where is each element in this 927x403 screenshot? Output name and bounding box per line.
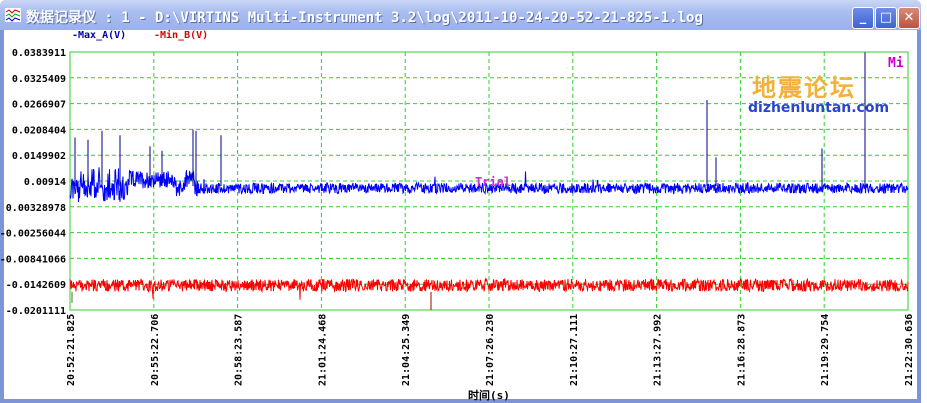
x-tick-label: 20:58:23.587 [234, 314, 245, 386]
x-tick-label: 21:01:24.468 [317, 314, 328, 386]
legend-max-a[interactable]: -Max_A(V) [72, 30, 127, 41]
y-tick-label: 0.00328978 [6, 203, 66, 214]
x-tick-label: 21:10:27.111 [569, 314, 580, 386]
series-min-b-line [69, 277, 909, 300]
x-tick-label: 21:13:27.992 [653, 314, 664, 386]
minimize-button[interactable]: _ [852, 7, 874, 29]
y-tick-label: 0.0383911 [12, 48, 66, 59]
app-icon [5, 8, 21, 22]
y-tick-label: -0.00256044 [0, 229, 66, 240]
y-tick-label: 0.00914 [24, 177, 66, 188]
title-bar[interactable]: 数据记录仪 : 1 - D:\VIRTINS Multi-Instrument … [0, 0, 921, 30]
y-tick-label: 0.0208404 [12, 125, 66, 136]
x-tick-label: 21:22:30.636 [904, 314, 915, 386]
watermark-url: dizhenluntan.com [748, 100, 890, 116]
legend-min-b[interactable]: -Min_B(V) [154, 30, 209, 41]
y-tick-label: -0.00841066 [0, 254, 66, 265]
y-tick-label: 0.0325409 [12, 74, 66, 85]
trial-badge: Trial [475, 175, 511, 189]
x-tick-label: 21:19:29.754 [820, 314, 831, 386]
watermark-logo: 地震论坛 [752, 73, 856, 102]
y-tick-label: 0.0266907 [12, 100, 66, 111]
window-title: 数据记录仪 : 1 - D:\VIRTINS Multi-Instrument … [26, 10, 703, 26]
mi-badge: Mi [888, 56, 904, 71]
close-button[interactable]: ✕ [898, 7, 920, 29]
y-tick-label: 0.0149902 [12, 151, 66, 162]
x-tick-label: 21:16:28.873 [736, 314, 747, 386]
series-max-a-line [69, 167, 909, 203]
x-axis-label: 时间(s) [468, 388, 510, 402]
y-tick-label: -0.0142609 [6, 280, 66, 291]
x-tick-label: 21:04:25.349 [401, 314, 412, 386]
maximize-button[interactable]: □ [875, 7, 897, 29]
chart-area: -Max_A(V) -Min_B(V) [4, 30, 917, 399]
x-tick-label: 20:52:21.825 [66, 314, 77, 386]
x-tick-label: 21:07:26.230 [485, 314, 496, 386]
y-tick-label: -0.0201111 [6, 306, 66, 317]
x-tick-label: 20:55:22.706 [150, 314, 161, 386]
